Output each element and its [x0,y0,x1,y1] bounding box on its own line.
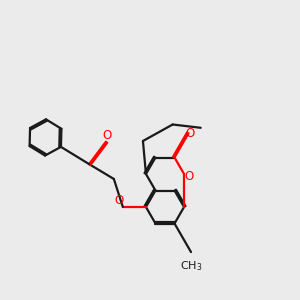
Text: O: O [103,129,112,142]
Text: CH$_3$: CH$_3$ [180,260,202,273]
Text: O: O [185,170,194,183]
Text: O: O [115,194,124,207]
Text: O: O [185,127,195,140]
